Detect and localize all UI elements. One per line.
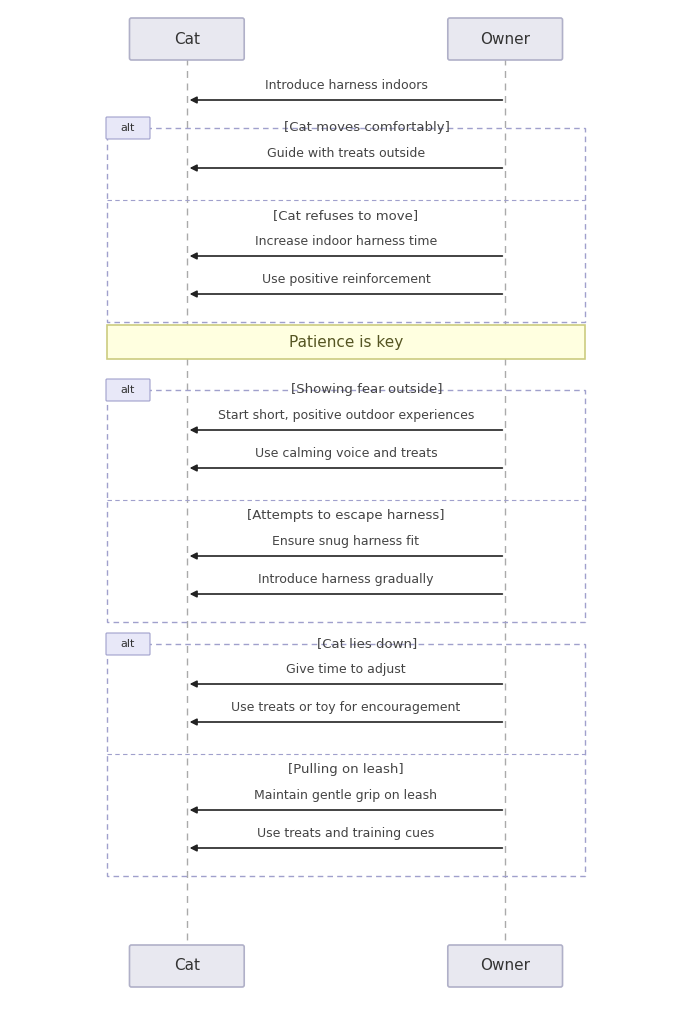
FancyBboxPatch shape	[106, 633, 150, 655]
Text: Cat: Cat	[174, 958, 200, 974]
Text: Maintain gentle grip on leash: Maintain gentle grip on leash	[255, 790, 437, 802]
Text: Introduce harness indoors: Introduce harness indoors	[264, 79, 428, 92]
Text: [Cat moves comfortably]: [Cat moves comfortably]	[284, 122, 450, 134]
Bar	[107, 325, 585, 359]
Text: Guide with treats outside: Guide with treats outside	[267, 147, 425, 160]
Bar	[107, 390, 585, 622]
Text: Cat: Cat	[174, 32, 200, 46]
Text: Introduce harness gradually: Introduce harness gradually	[258, 573, 434, 586]
FancyBboxPatch shape	[106, 117, 150, 139]
FancyBboxPatch shape	[448, 945, 563, 987]
Text: alt: alt	[121, 123, 135, 133]
Bar	[107, 644, 585, 876]
Text: Use treats and training cues: Use treats and training cues	[257, 827, 435, 840]
FancyBboxPatch shape	[448, 18, 563, 60]
FancyBboxPatch shape	[106, 379, 150, 401]
FancyBboxPatch shape	[129, 945, 244, 987]
Text: Start short, positive outdoor experiences: Start short, positive outdoor experience…	[218, 409, 474, 422]
Text: Increase indoor harness time: Increase indoor harness time	[255, 234, 437, 248]
Text: alt: alt	[121, 639, 135, 649]
Text: Use treats or toy for encouragement: Use treats or toy for encouragement	[231, 701, 461, 714]
Text: Owner: Owner	[480, 958, 530, 974]
Text: Use calming voice and treats: Use calming voice and treats	[255, 447, 437, 460]
Text: Patience is key: Patience is key	[289, 335, 403, 349]
Text: Ensure snug harness fit: Ensure snug harness fit	[273, 535, 419, 548]
Text: [Pulling on leash]: [Pulling on leash]	[288, 764, 404, 776]
Text: Owner: Owner	[480, 32, 530, 46]
Text: [Attempts to escape harness]: [Attempts to escape harness]	[247, 510, 445, 522]
Text: [Showing fear outside]: [Showing fear outside]	[291, 384, 443, 396]
FancyBboxPatch shape	[129, 18, 244, 60]
Text: [Cat lies down]: [Cat lies down]	[317, 638, 417, 650]
Text: alt: alt	[121, 385, 135, 395]
Bar	[107, 128, 585, 322]
Text: Use positive reinforcement: Use positive reinforcement	[262, 273, 430, 286]
Text: Give time to adjust: Give time to adjust	[286, 663, 406, 676]
Text: [Cat refuses to move]: [Cat refuses to move]	[273, 210, 419, 222]
